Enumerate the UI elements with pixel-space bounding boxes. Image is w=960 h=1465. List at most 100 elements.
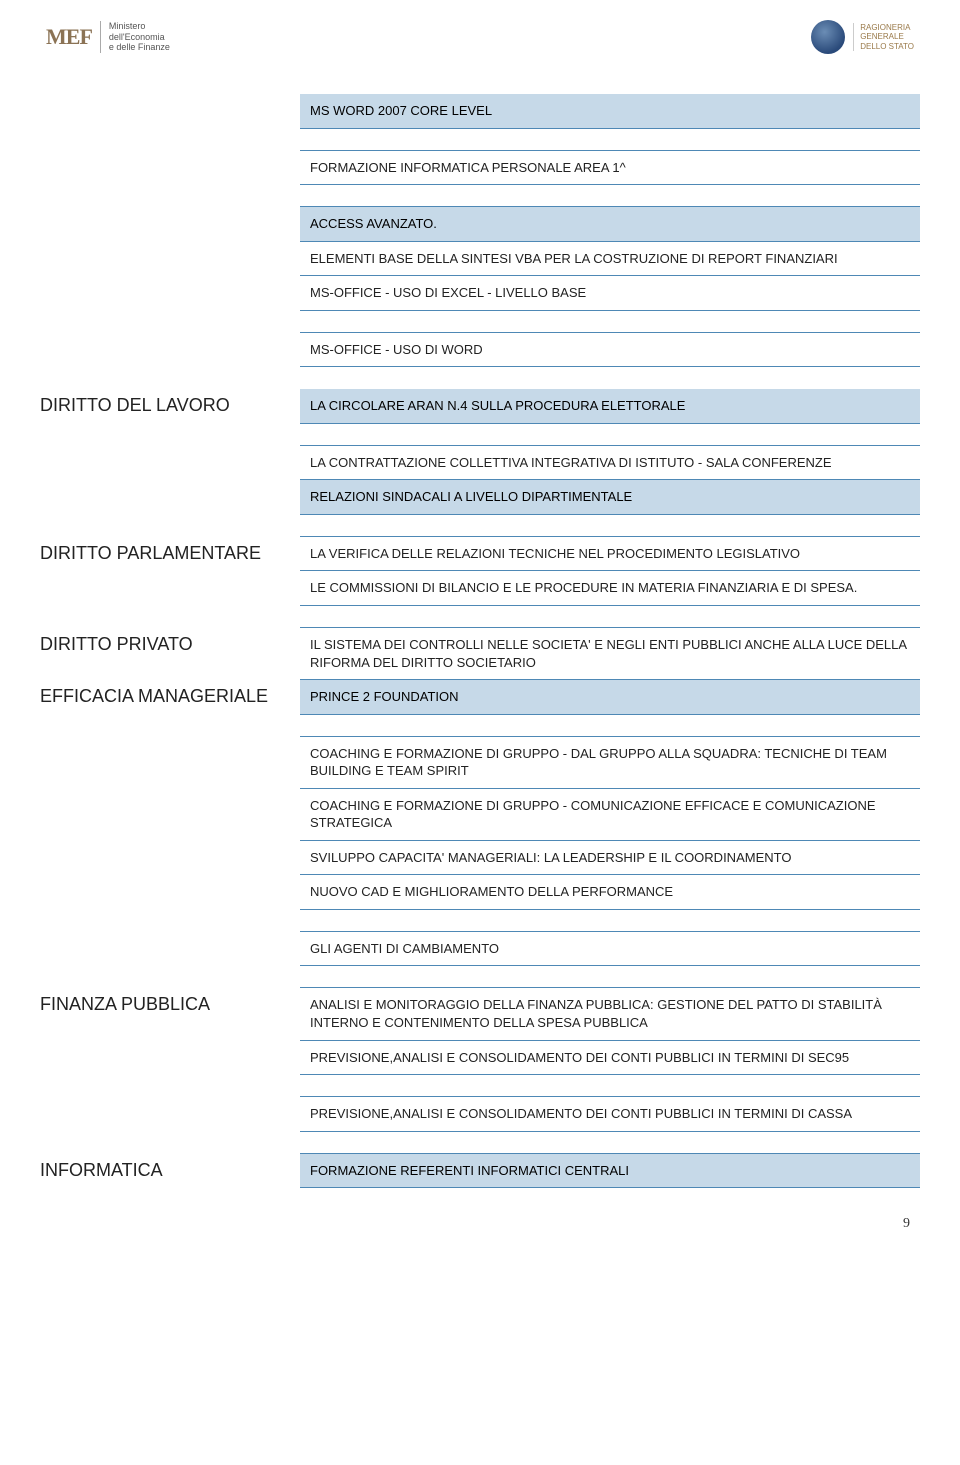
table-row: MS WORD 2007 CORE LEVEL: [40, 94, 920, 129]
category-cell: [40, 571, 300, 606]
course-cell-wrap: LE COMMISSIONI DI BILANCIO E LE PROCEDUR…: [300, 571, 920, 606]
spacer-cell: [300, 185, 920, 207]
course-cell-wrap: [300, 966, 920, 988]
category-cell: [40, 424, 300, 446]
course-cell-wrap: ELEMENTI BASE DELLA SINTESI VBA PER LA C…: [300, 242, 920, 277]
table-row: LE COMMISSIONI DI BILANCIO E LE PROCEDUR…: [40, 571, 920, 606]
course-cell-wrap: [300, 311, 920, 333]
category-cell: [40, 1097, 300, 1132]
course-cell-wrap: GLI AGENTI DI CAMBIAMENTO: [300, 932, 920, 967]
course-cell-wrap: [300, 715, 920, 737]
category-cell: FINANZA PUBBLICA: [40, 988, 300, 1040]
category-cell: [40, 737, 300, 789]
document-page: MEF Ministero dell'Economia e delle Fina…: [0, 0, 960, 1272]
category-label: EFFICACIA MANAGERIALE: [40, 680, 300, 713]
table-row: [40, 715, 920, 737]
course-header-cell: RELAZIONI SINDACALI A LIVELLO DIPARTIMEN…: [300, 480, 920, 515]
category-label: INFORMATICA: [40, 1154, 300, 1187]
course-cell-wrap: MS-OFFICE - USO DI EXCEL - LIVELLO BASE: [300, 276, 920, 311]
course-cell-wrap: SVILUPPO CAPACITA' MANAGERIALI: LA LEADE…: [300, 841, 920, 876]
rgs-line2: GENERALE: [860, 32, 914, 42]
course-cell-wrap: FORMAZIONE INFORMATICA PERSONALE AREA 1^: [300, 151, 920, 186]
table-row: LA CONTRATTAZIONE COLLETTIVA INTEGRATIVA…: [40, 446, 920, 481]
category-cell: DIRITTO DEL LAVORO: [40, 389, 300, 424]
category-label: DIRITTO PARLAMENTARE: [40, 537, 300, 570]
rgs-line3: DELLO STATO: [860, 42, 914, 52]
course-cell-wrap: [300, 1075, 920, 1097]
category-cell: [40, 1075, 300, 1097]
category-cell: [40, 94, 300, 129]
category-cell: EFFICACIA MANAGERIALE: [40, 680, 300, 715]
category-cell: INFORMATICA: [40, 1154, 300, 1189]
spacer-cell: [300, 966, 920, 988]
course-table: MS WORD 2007 CORE LEVEL FORMAZIONE INFORM…: [40, 94, 920, 1188]
table-row: FORMAZIONE INFORMATICA PERSONALE AREA 1^: [40, 151, 920, 186]
course-cell-wrap: PREVISIONE,ANALISI E CONSOLIDAMENTO DEI …: [300, 1097, 920, 1132]
course-cell: LA VERIFICA DELLE RELAZIONI TECNICHE NEL…: [300, 537, 920, 572]
course-cell-wrap: [300, 606, 920, 628]
course-cell-wrap: IL SISTEMA DEI CONTROLLI NELLE SOCIETA' …: [300, 628, 920, 680]
table-row: GLI AGENTI DI CAMBIAMENTO: [40, 932, 920, 967]
table-row: [40, 606, 920, 628]
spacer-cell: [300, 515, 920, 537]
course-cell-wrap: MS WORD 2007 CORE LEVEL: [300, 94, 920, 129]
course-cell-wrap: LA CIRCOLARE ARAN N.4 SULLA PROCEDURA EL…: [300, 389, 920, 424]
category-cell: [40, 875, 300, 910]
course-cell-wrap: ANALISI E MONITORAGGIO DELLA FINANZA PUB…: [300, 988, 920, 1040]
course-cell-wrap: PRINCE 2 FOUNDATION: [300, 680, 920, 715]
table-row: [40, 424, 920, 446]
table-row: [40, 515, 920, 537]
page-number: 9: [40, 1188, 920, 1232]
course-cell-wrap: [300, 185, 920, 207]
rgs-logo-mark: [811, 20, 845, 54]
course-cell: ANALISI E MONITORAGGIO DELLA FINANZA PUB…: [300, 988, 920, 1040]
course-cell-wrap: [300, 1132, 920, 1154]
table-row: RELAZIONI SINDACALI A LIVELLO DIPARTIMEN…: [40, 480, 920, 515]
mef-logo-mark: MEF: [46, 24, 92, 50]
mef-logo-text: Ministero dell'Economia e delle Finanze: [100, 21, 170, 53]
spacer-cell: [300, 424, 920, 446]
category-cell: [40, 1132, 300, 1154]
course-cell-wrap: NUOVO CAD E MIGHLIORAMENTO DELLA PERFORM…: [300, 875, 920, 910]
course-cell: PREVISIONE,ANALISI E CONSOLIDAMENTO DEI …: [300, 1097, 920, 1132]
course-cell: IL SISTEMA DEI CONTROLLI NELLE SOCIETA' …: [300, 628, 920, 680]
course-cell: GLI AGENTI DI CAMBIAMENTO: [300, 932, 920, 967]
course-header-cell: FORMAZIONE REFERENTI INFORMATICI CENTRAL…: [300, 1154, 920, 1189]
course-cell: MS-OFFICE - USO DI WORD: [300, 333, 920, 368]
course-cell-wrap: RELAZIONI SINDACALI A LIVELLO DIPARTIMEN…: [300, 480, 920, 515]
category-cell: [40, 185, 300, 207]
table-row: PREVISIONE,ANALISI E CONSOLIDAMENTO DEI …: [40, 1097, 920, 1132]
category-cell: [40, 129, 300, 151]
rgs-line1: RAGIONERIA: [860, 23, 914, 33]
course-cell: COACHING E FORMAZIONE DI GRUPPO - DAL GR…: [300, 737, 920, 789]
spacer-cell: [300, 606, 920, 628]
category-cell: [40, 715, 300, 737]
category-cell: [40, 841, 300, 876]
category-cell: [40, 480, 300, 515]
category-cell: [40, 932, 300, 967]
category-cell: [40, 333, 300, 368]
course-header-cell: MS WORD 2007 CORE LEVEL: [300, 94, 920, 129]
table-row: [40, 129, 920, 151]
course-cell-wrap: [300, 367, 920, 389]
table-row: MS-OFFICE - USO DI EXCEL - LIVELLO BASE: [40, 276, 920, 311]
spacer-cell: [300, 1075, 920, 1097]
table-row: SVILUPPO CAPACITA' MANAGERIALI: LA LEADE…: [40, 841, 920, 876]
table-row: MS-OFFICE - USO DI WORD: [40, 333, 920, 368]
course-cell-wrap: [300, 515, 920, 537]
category-cell: [40, 446, 300, 481]
category-cell: [40, 966, 300, 988]
table-row: ACCESS AVANZATO.: [40, 207, 920, 242]
category-cell: [40, 242, 300, 277]
course-cell: PREVISIONE,ANALISI E CONSOLIDAMENTO DEI …: [300, 1041, 920, 1076]
course-cell-wrap: COACHING E FORMAZIONE DI GRUPPO - DAL GR…: [300, 737, 920, 789]
category-cell: [40, 276, 300, 311]
course-cell: COACHING E FORMAZIONE DI GRUPPO - COMUNI…: [300, 789, 920, 841]
rgs-logo-text: RAGIONERIA GENERALE DELLO STATO: [853, 23, 914, 52]
table-row: DIRITTO DEL LAVOROLA CIRCOLARE ARAN N.4 …: [40, 389, 920, 424]
course-cell-wrap: FORMAZIONE REFERENTI INFORMATICI CENTRAL…: [300, 1154, 920, 1189]
course-cell: MS-OFFICE - USO DI EXCEL - LIVELLO BASE: [300, 276, 920, 311]
course-cell: LA CONTRATTAZIONE COLLETTIVA INTEGRATIVA…: [300, 446, 920, 481]
course-header-cell: PRINCE 2 FOUNDATION: [300, 680, 920, 715]
course-cell: SVILUPPO CAPACITA' MANAGERIALI: LA LEADE…: [300, 841, 920, 876]
